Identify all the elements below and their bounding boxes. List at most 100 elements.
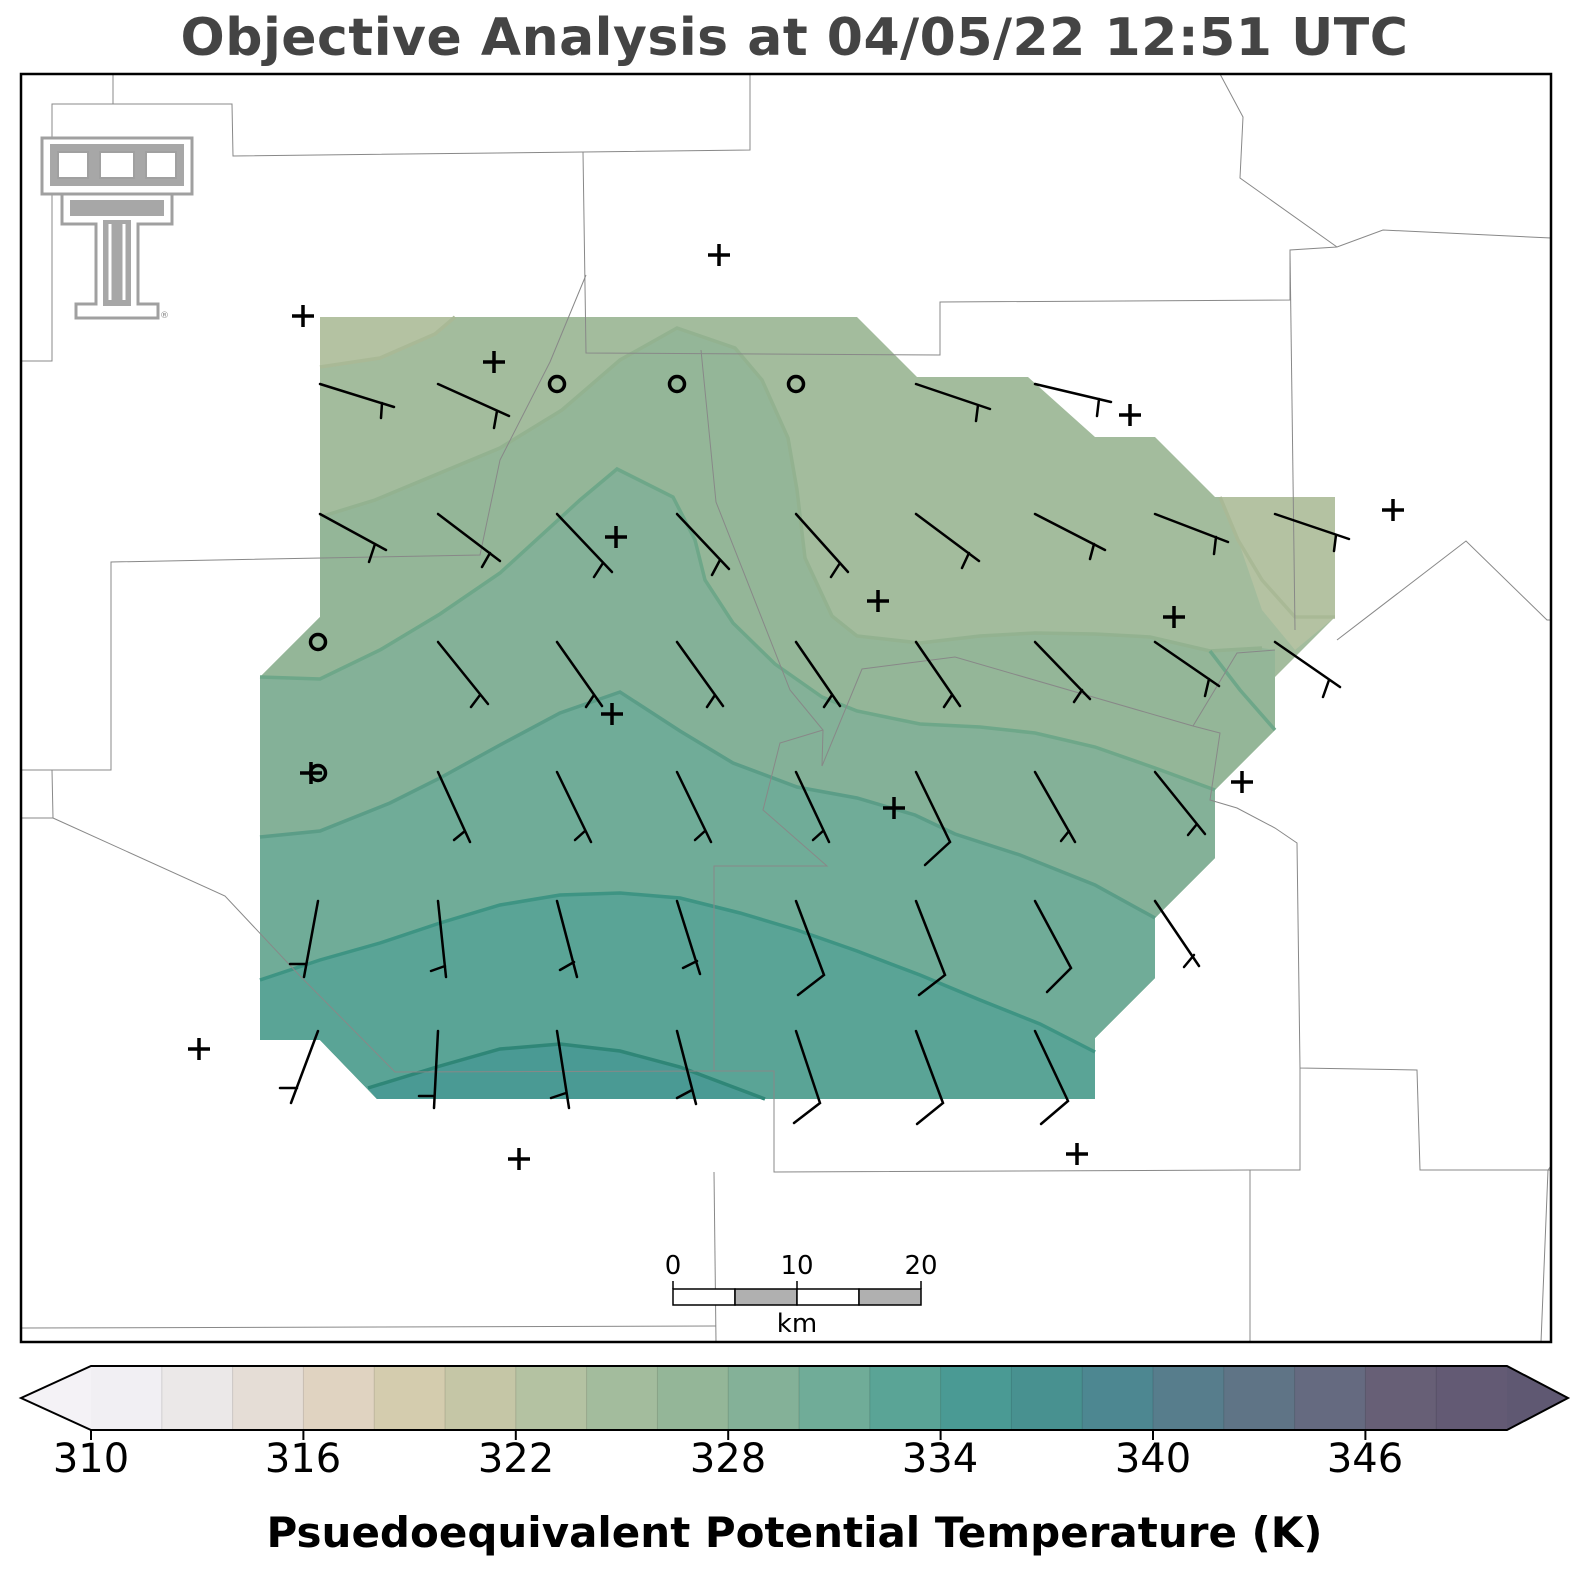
wind-barb: [1033, 640, 1092, 704]
wind-barb: [318, 512, 388, 564]
wind-barb: [1153, 770, 1207, 837]
map-frame: [19, 72, 1553, 1344]
calm-circle: [308, 632, 328, 652]
station-cross: [867, 590, 889, 612]
wind-barb: [1033, 770, 1077, 844]
wind-barb: [278, 1029, 320, 1105]
wind-barb: [1033, 512, 1107, 561]
contour-line-322-east: [1218, 496, 1335, 619]
colorbar-segment: [515, 1366, 588, 1430]
scale-seg-2: [734, 1288, 798, 1306]
colorbar-extend-max: [1507, 1366, 1568, 1430]
wind-barb: [288, 899, 320, 979]
county-line: [1336, 540, 1551, 641]
wind-barb: [792, 1029, 822, 1125]
colorbar-segment: [374, 1366, 446, 1430]
county-line: [1219, 74, 1338, 248]
station-cross: [1382, 499, 1404, 521]
county-line: [821, 656, 1551, 1171]
logo-registered-mark: ®: [160, 311, 169, 321]
colorbar-segment: [232, 1366, 304, 1430]
scale-unit: km: [777, 1309, 817, 1339]
colorbar-tick-328: 328: [689, 1436, 767, 1482]
colorbar-segment: [940, 1366, 1012, 1430]
county-line: [1192, 649, 1276, 727]
wind-barb: [555, 512, 614, 579]
wind-barb: [1153, 512, 1230, 556]
colorbar-segment: [799, 1366, 871, 1430]
wind-barb: [675, 512, 731, 577]
scale-label-10: 10: [780, 1251, 813, 1281]
contour-line-326-east: [1208, 649, 1277, 732]
calm-circle: [308, 763, 328, 783]
wind-barb: [675, 899, 702, 976]
wind-barb: [436, 770, 472, 844]
wind-barb: [1033, 899, 1073, 994]
colorbar-tick-340: 340: [1114, 1436, 1192, 1482]
colorbar-tick-316: 316: [264, 1436, 342, 1482]
station-cross: [483, 351, 505, 373]
wind-barb: [675, 770, 713, 844]
wind-barb: [1033, 382, 1113, 418]
colorbar-segment: [1365, 1366, 1437, 1430]
calm-circle: [667, 374, 687, 394]
wind-barbs: [278, 382, 1351, 1126]
colorbar-segment: [1436, 1366, 1508, 1430]
county-line: [21, 103, 113, 362]
theta-e-filled-contours: [260, 317, 1335, 1099]
wind-barb: [675, 640, 725, 709]
wind-barb: [914, 640, 962, 709]
station-cross: [1119, 404, 1141, 426]
county-line: [21, 274, 587, 771]
theta-e-contour-lines: [259, 315, 1335, 1101]
wind-barb: [914, 512, 981, 570]
scale-label-20: 20: [904, 1251, 937, 1281]
calm-circle: [786, 374, 806, 394]
county-line: [21, 769, 54, 819]
station-cross: [1066, 1143, 1088, 1165]
logo-double-t: ®: [40, 136, 194, 321]
wind-barb: [675, 1029, 698, 1106]
wind-barb: [794, 640, 842, 709]
band-330-332: [260, 893, 1095, 1099]
county-line: [1289, 249, 1296, 631]
scale-label-0: 0: [665, 1251, 682, 1281]
wind-barb: [914, 899, 947, 997]
station-cross: [1231, 771, 1253, 793]
contour-line-330: [259, 891, 1096, 1054]
contour-line-322: [319, 315, 457, 369]
band-east-320: [1220, 497, 1335, 650]
county-boundaries: [21, 74, 1551, 1342]
wind-barb: [436, 382, 511, 430]
county-line: [700, 349, 824, 767]
colorbar-segment: [869, 1366, 942, 1430]
county-line: [21, 1325, 717, 1329]
colorbar-tick-310: 310: [52, 1436, 130, 1482]
colorbar-extend-min: [21, 1366, 91, 1430]
county-line: [112, 74, 751, 157]
wind-barb: [555, 899, 579, 979]
scale-seg-4: [858, 1288, 922, 1306]
wind-barb: [549, 1029, 571, 1110]
station-cross: [508, 1148, 530, 1170]
wind-barb: [436, 512, 502, 569]
wind-barb: [794, 770, 831, 844]
station-cross: [883, 797, 905, 819]
station-markers: [188, 244, 1404, 1170]
station-cross: [292, 305, 314, 327]
colorbar-segment: [1011, 1366, 1083, 1430]
colorbar-tick-334: 334: [901, 1436, 979, 1482]
calm-circle: [547, 374, 567, 394]
wind-barb: [436, 640, 490, 709]
colorbar-tick-346: 346: [1326, 1436, 1404, 1482]
wind-barb: [794, 512, 850, 579]
station-cross: [188, 1038, 210, 1060]
wind-barb: [1153, 899, 1201, 969]
wind-barb: [417, 1029, 440, 1110]
wind-barb: [555, 640, 604, 709]
colorbar-segment: [303, 1366, 375, 1430]
colorbar-segment: [1082, 1366, 1154, 1430]
county-line: [52, 817, 715, 1073]
wind-barb: [429, 899, 448, 979]
